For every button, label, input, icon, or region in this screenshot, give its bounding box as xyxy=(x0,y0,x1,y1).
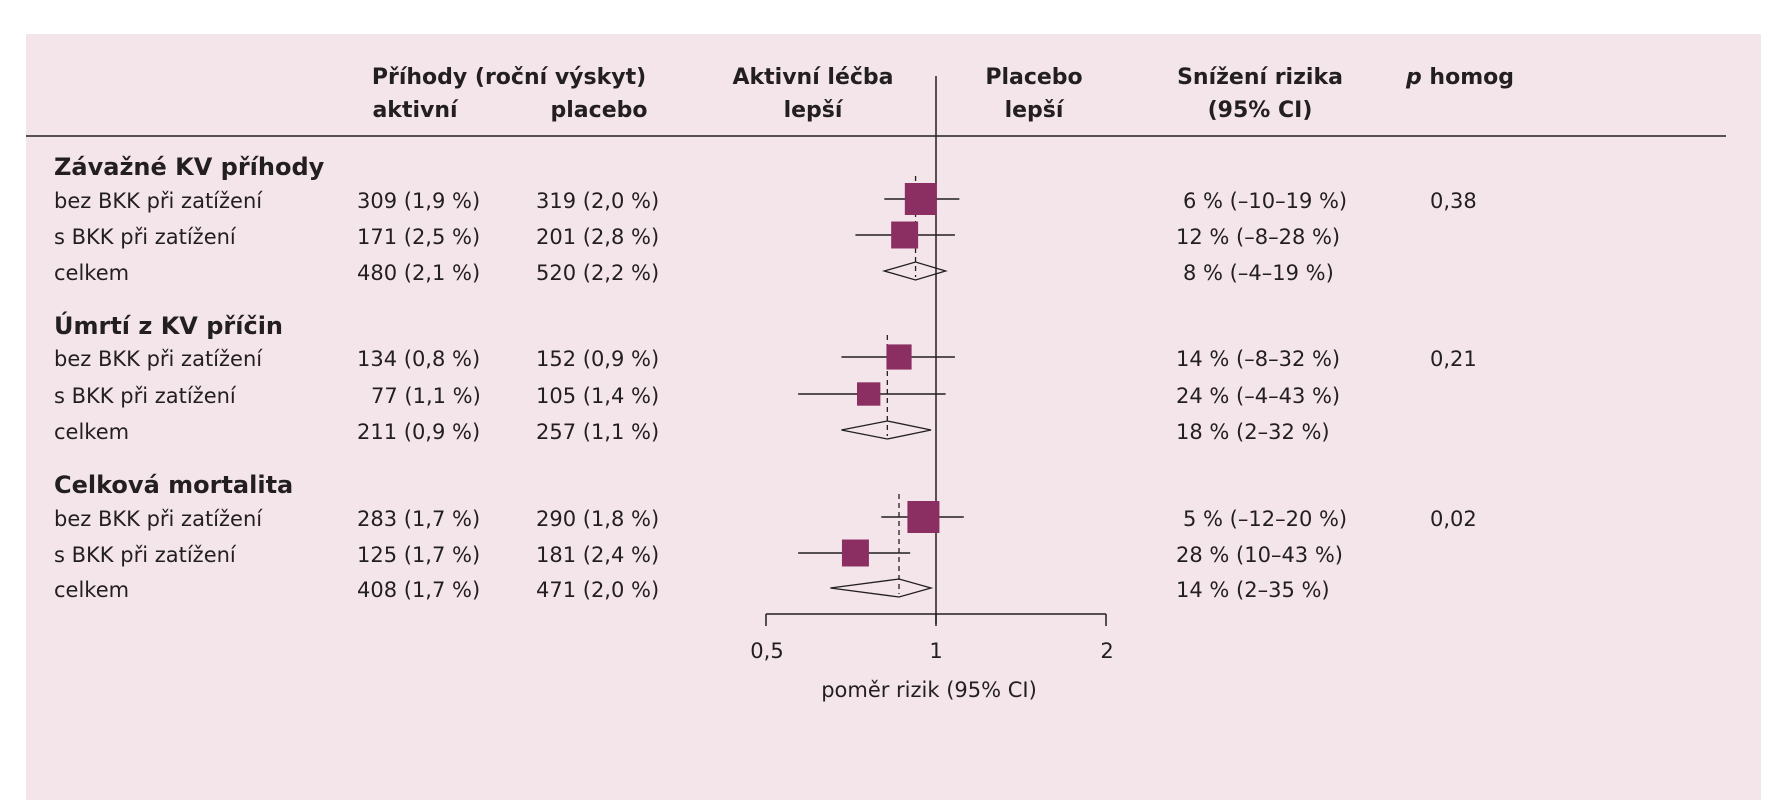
group-title-3: Celková mortalita xyxy=(54,471,294,499)
header-placebo-better-2: lepší xyxy=(1004,98,1064,123)
row-active: 211 (0,9 %) xyxy=(357,420,481,444)
row-reduction: 28 % (10–43 %) xyxy=(1176,543,1343,567)
p-homog-value: 0,38 xyxy=(1430,189,1477,213)
row-reduction: 6 % (–10–19 %) xyxy=(1183,189,1348,213)
row-placebo: 520 (2,2 %) xyxy=(536,261,660,285)
group-title-2: Úmrtí z KV příčin xyxy=(54,312,284,340)
row-active: 77 (1,1 %) xyxy=(371,384,481,408)
row-placebo: 181 (2,4 %) xyxy=(536,543,660,567)
row-label: s BKK při zatížení xyxy=(54,225,236,249)
row-reduction: 8 % (–4–19 %) xyxy=(1183,261,1334,285)
estimate-square xyxy=(891,221,919,249)
row-active: 125 (1,7 %) xyxy=(357,543,481,567)
row-placebo: 290 (1,8 %) xyxy=(536,507,660,531)
row-reduction: 12 % (–8–28 %) xyxy=(1176,225,1341,249)
estimate-square xyxy=(904,183,937,215)
row-label: celkem xyxy=(54,420,130,444)
pooled-diamond xyxy=(830,578,934,598)
header-p-homog: p homog xyxy=(1406,67,1514,89)
row-active: 408 (1,7 %) xyxy=(357,578,481,602)
pooled-diamond xyxy=(881,261,948,281)
pooled-diamond xyxy=(841,420,932,440)
p-homog-value: 0,21 xyxy=(1430,347,1477,371)
x-tick-label: 0,5 xyxy=(750,639,784,663)
estimate-square xyxy=(841,539,869,567)
row-reduction: 18 % (2–32 %) xyxy=(1176,420,1330,444)
x-tick-label: 1 xyxy=(929,639,943,663)
row-reduction: 14 % (2–35 %) xyxy=(1176,578,1330,602)
row-active: 171 (2,5 %) xyxy=(357,225,481,249)
row-active: 283 (1,7 %) xyxy=(357,507,481,531)
plot-marks xyxy=(765,76,1107,626)
row-label: bez BKK při zatížení xyxy=(54,347,263,371)
header-active-better-2: lepší xyxy=(783,98,843,123)
header-active-better-1: Aktivní léčba xyxy=(732,65,894,90)
header-placebo: placebo xyxy=(550,98,648,123)
group-title-1: Závažné KV příhody xyxy=(54,153,325,181)
header-p-rest: homog xyxy=(1421,65,1514,90)
row-label: bez BKK při zatížení xyxy=(54,189,263,213)
row-label: s BKK při zatížení xyxy=(54,543,236,567)
header-risk-reduction-1: Snížení rizika xyxy=(1177,65,1343,90)
row-placebo: 105 (1,4 %) xyxy=(536,384,660,408)
header-risk-reduction-2: (95% CI) xyxy=(1207,98,1313,123)
row-active: 480 (2,1 %) xyxy=(357,261,481,285)
row-label: celkem xyxy=(54,261,130,285)
x-tick-label: 2 xyxy=(1100,639,1114,663)
x-axis-title: poměr rizik (95% CI) xyxy=(821,678,1037,702)
chart-panel: Příhody (roční výskyt) aktivní placebo A… xyxy=(26,34,1761,800)
row-placebo: 319 (2,0 %) xyxy=(536,189,660,213)
estimate-square xyxy=(907,501,940,533)
row-active: 309 (1,9 %) xyxy=(357,189,481,213)
row-placebo: 471 (2,0 %) xyxy=(536,578,660,602)
row-active: 134 (0,8 %) xyxy=(357,347,481,371)
header-p-italic: p xyxy=(1406,65,1422,90)
estimate-square xyxy=(857,382,881,406)
row-label: bez BKK při zatížení xyxy=(54,507,263,531)
row-reduction: 24 % (–4–43 %) xyxy=(1176,384,1341,408)
row-placebo: 257 (1,1 %) xyxy=(536,420,660,444)
header-active: aktivní xyxy=(372,98,458,123)
p-homog-value: 0,02 xyxy=(1430,507,1477,531)
row-label: celkem xyxy=(54,578,130,602)
row-placebo: 201 (2,8 %) xyxy=(536,225,660,249)
row-label: s BKK při zatížení xyxy=(54,384,236,408)
row-placebo: 152 (0,9 %) xyxy=(536,347,660,371)
header-placebo-better-1: Placebo xyxy=(985,65,1083,90)
row-reduction: 5 % (–12–20 %) xyxy=(1183,507,1348,531)
header-events: Příhody (roční výskyt) xyxy=(371,65,647,90)
estimate-square xyxy=(886,344,912,370)
forest-plot xyxy=(26,76,1726,626)
row-reduction: 14 % (–8–32 %) xyxy=(1176,347,1341,371)
